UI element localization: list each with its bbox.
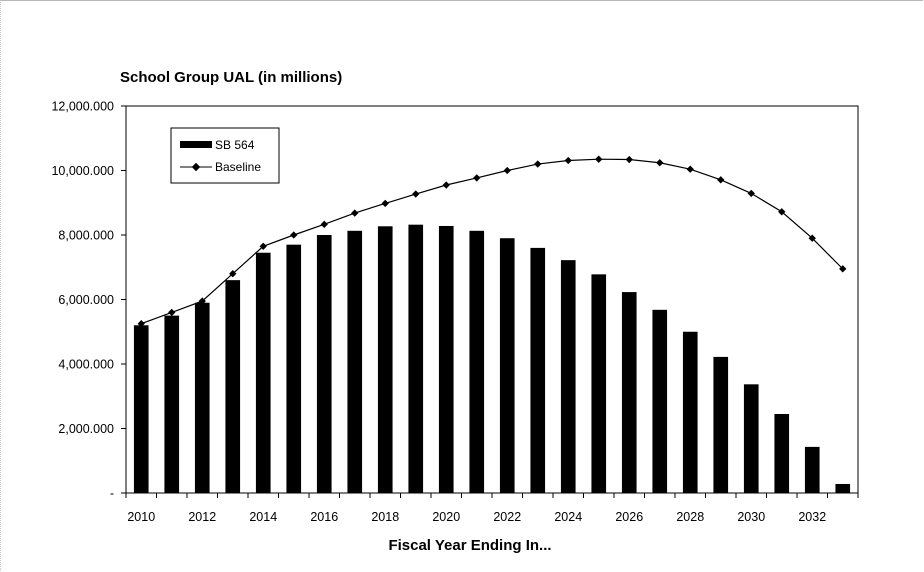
- chart-title: School Group UAL (in millions): [120, 69, 343, 86]
- baseline-point: [686, 165, 694, 173]
- sb564-bar: [347, 230, 363, 493]
- y-tick-label: 8,000.000: [58, 229, 114, 243]
- sb564-bar: [133, 325, 149, 493]
- baseline-point: [229, 270, 237, 278]
- sb564-bar: [316, 235, 332, 493]
- sb564-bar: [408, 224, 424, 493]
- sb564-bar: [682, 331, 698, 493]
- sb564-bar: [499, 238, 515, 493]
- baseline-point: [778, 208, 786, 216]
- y-tick-label: 6,000.000: [58, 293, 114, 307]
- baseline-line: [137, 155, 847, 328]
- sb564-bar: [560, 260, 576, 493]
- baseline-point: [351, 209, 359, 217]
- baseline-point: [290, 231, 298, 239]
- y-tick-label: 12,000.000: [51, 100, 114, 114]
- sb564-bar: [255, 252, 271, 493]
- legend-box: [170, 127, 280, 184]
- y-tick-label: 4,000.000: [58, 358, 114, 372]
- x-axis-label-text: Fiscal Year Ending In...: [388, 537, 552, 554]
- sb564-bar: [469, 230, 485, 493]
- baseline-point: [625, 155, 633, 164]
- baseline-point: [503, 166, 511, 175]
- x-tick-label: 2012: [188, 510, 216, 524]
- x-tick-label: 2018: [371, 510, 399, 524]
- x-tick-label: 2026: [615, 510, 643, 524]
- baseline-point: [808, 234, 816, 242]
- baseline-point: [259, 242, 267, 250]
- sb564-bar: [438, 225, 454, 493]
- sb564-bar: [621, 292, 637, 493]
- baseline-point: [747, 189, 755, 198]
- baseline-point: [168, 308, 176, 317]
- sb564-bar: [835, 483, 851, 493]
- legend-swatch-sb564: [180, 141, 212, 148]
- sb564-bar: [713, 356, 729, 493]
- baseline-point: [381, 199, 389, 208]
- legend-label-sb564: SB 564: [215, 138, 255, 152]
- x-tick-label: 2024: [554, 510, 582, 524]
- baseline-point: [137, 320, 145, 328]
- legend-swatch-baseline-marker: [191, 162, 201, 172]
- x-tick-label: 2016: [310, 510, 338, 524]
- x-tick-label: 2014: [249, 510, 277, 524]
- y-tick-label: -: [110, 487, 114, 501]
- baseline-point: [656, 159, 664, 167]
- sb564-bar: [377, 226, 393, 494]
- baseline-point: [534, 160, 542, 168]
- x-tick-label: 2030: [737, 510, 765, 524]
- sb564-bars: [133, 224, 851, 494]
- x-axis-ticks: 2010 2012 2014 2016 2018 2020 2022 2024 2026 2028…: [125, 493, 859, 524]
- y-tick-label: 2,000.000: [58, 422, 114, 436]
- baseline-point: [595, 155, 603, 163]
- baseline-point: [412, 190, 420, 198]
- baseline-point: [473, 174, 481, 182]
- sb564-bar: [804, 446, 820, 493]
- legend-label-baseline: Baseline: [215, 160, 261, 174]
- legend: SB 564 Baseline: [170, 127, 280, 184]
- baseline-polyline: [141, 158, 844, 325]
- sb564-bar: [530, 247, 546, 493]
- sb564-bar: [652, 309, 668, 493]
- x-tick-label: 2028: [676, 510, 704, 524]
- x-tick-label: 2022: [493, 510, 521, 524]
- baseline-point: [717, 176, 725, 184]
- y-axis-ticks: - 2,000.000 4,000.000 6,000.000 8,000.000 10,…: [51, 100, 126, 501]
- sb564-bar: [774, 413, 790, 493]
- y-tick-label: 10,000.000: [51, 164, 114, 178]
- sb564-bar: [286, 244, 302, 493]
- sb564-bar: [164, 315, 180, 493]
- baseline-point: [839, 265, 847, 273]
- sb564-bar: [743, 384, 759, 493]
- x-tick-label: 2020: [432, 510, 460, 524]
- sb564-bar: [591, 274, 607, 493]
- baseline-point: [320, 220, 328, 229]
- x-tick-label: 2010: [127, 510, 155, 524]
- x-axis-label: Fiscal Year Ending In...: [0, 537, 924, 554]
- x-tick-label: 2032: [798, 510, 826, 524]
- baseline-point: [564, 156, 572, 165]
- baseline-point: [442, 181, 450, 189]
- sb564-bar: [225, 280, 241, 493]
- sb564-bar: [194, 302, 210, 493]
